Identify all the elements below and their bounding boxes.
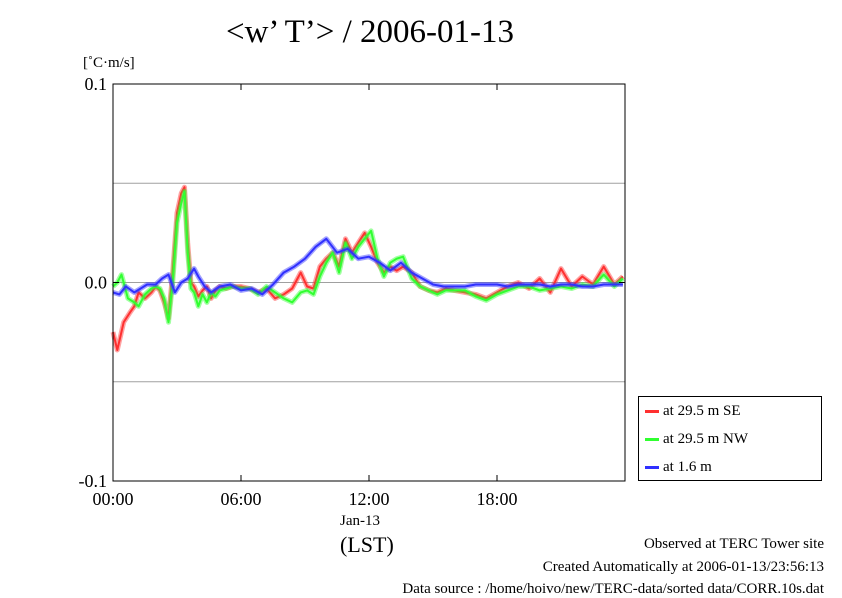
- x-tick-label: 12:00: [348, 489, 389, 509]
- x-tick-label: 18:00: [476, 489, 517, 509]
- legend-label: at 29.5 m NW: [663, 430, 748, 447]
- plot-lines: [110, 184, 625, 353]
- legend-item: at 29.5 m SE: [645, 401, 741, 421]
- legend-swatch: [645, 437, 659, 441]
- footer-source: Data source : /home/hoivo/new/TERC-data/…: [402, 581, 824, 597]
- y-axis-unit-label: [˚C·m/s]: [83, 55, 135, 71]
- legend-item: at 1.6 m: [645, 457, 712, 477]
- legend-swatch: [645, 465, 659, 469]
- legend-label: at 1.6 m: [663, 458, 712, 475]
- legend-label: at 29.5 m SE: [663, 402, 741, 419]
- footer-site: Observed at TERC Tower site: [643, 536, 824, 552]
- chart-title: <w’ T’> / 2006-01-13: [225, 14, 515, 50]
- y-tick-label: -0.1: [79, 471, 108, 491]
- legend-swatch: [645, 409, 659, 413]
- y-tick-label: 0.0: [85, 273, 108, 293]
- gridlines: [113, 182, 625, 383]
- legend: at 29.5 m SE at 29.5 m NW at 1.6 m: [638, 396, 822, 481]
- series-line-3: [112, 237, 623, 296]
- x-axis-timezone-label: (LST): [340, 532, 394, 557]
- axis-ticks: 00:00 06:00 12:00 18:00 -0.1 0.0 0.1: [79, 74, 625, 509]
- y-tick-label: 0.1: [85, 74, 108, 94]
- footer-created: Created Automatically at 2006-01-13/23:5…: [542, 559, 824, 575]
- x-tick-label: 06:00: [220, 489, 261, 509]
- legend-item: at 29.5 m NW: [645, 429, 748, 449]
- x-axis-date-label: Jan-13: [340, 513, 380, 529]
- x-tick-label: 00:00: [92, 489, 133, 509]
- series-line-2: [112, 190, 624, 324]
